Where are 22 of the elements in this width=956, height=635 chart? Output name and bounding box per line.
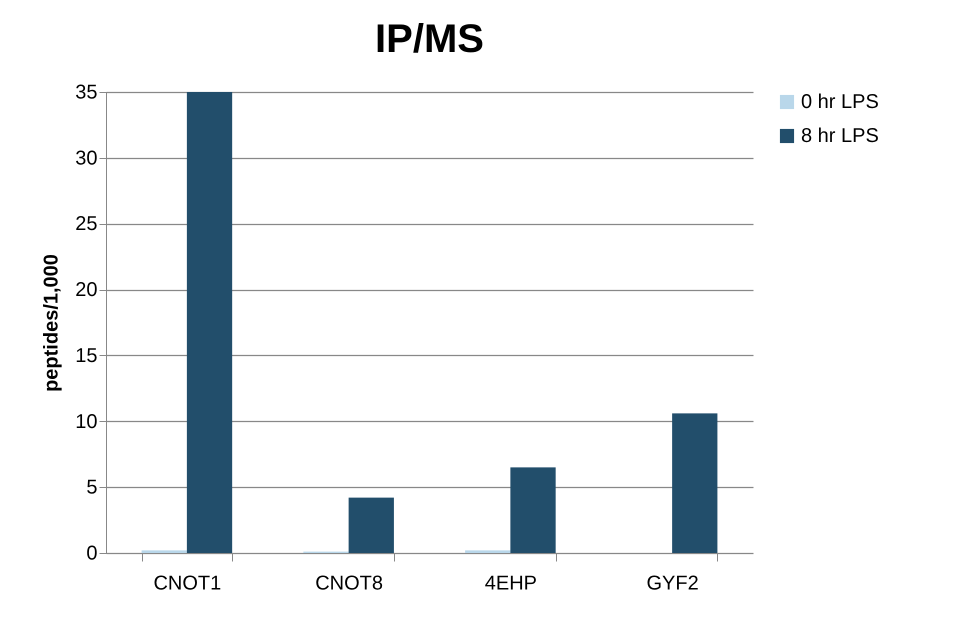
bar [510, 467, 556, 553]
x-tick-label: CNOT1 [153, 572, 222, 594]
y-axis-title: peptides/1,000 [40, 254, 62, 392]
y-tick-label: 0 [86, 542, 98, 564]
y-tick-label: 15 [75, 344, 98, 367]
legend-label: 8 hr LPS [801, 125, 879, 147]
y-tick-label: 35 [75, 82, 98, 104]
x-tick-label: GYF2 [646, 572, 699, 594]
bar [142, 550, 187, 553]
y-tick-label: 20 [75, 279, 98, 302]
y-tick-label: 5 [86, 476, 98, 499]
bar [186, 92, 232, 553]
bar [672, 413, 718, 553]
y-tick-label: 25 [75, 213, 98, 236]
x-tick-label: 4EHP [484, 572, 537, 594]
chart-title: IP/MS [375, 17, 484, 61]
bar [348, 498, 394, 553]
y-tick-label: 30 [75, 147, 98, 170]
bar [465, 550, 510, 553]
x-tick-label: CNOT8 [315, 572, 384, 594]
y-tick-label: 10 [75, 410, 98, 433]
legend-label: 0 hr LPS [801, 91, 879, 113]
